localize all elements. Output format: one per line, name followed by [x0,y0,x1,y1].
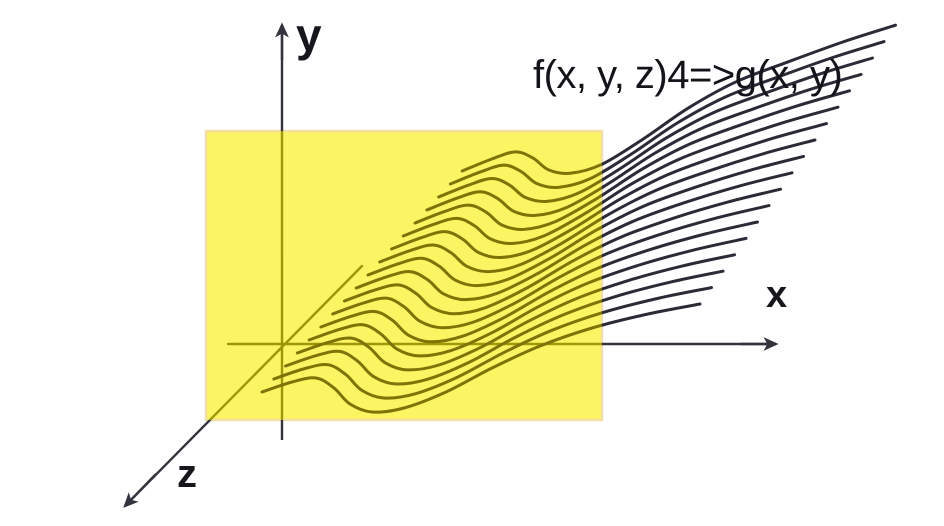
surface-curve [378,216,602,274]
axis-label-z: z [177,452,197,496]
surface-curve [331,254,602,330]
surface-curve [366,225,602,288]
surface-curve [260,323,602,414]
z-axis-through-plane [208,264,364,420]
axis-label-x: x [766,274,788,316]
surface-curve [437,176,602,204]
surface-curve [272,311,602,400]
axis-arrowheads [123,22,779,508]
surface-curve [460,150,602,175]
surface-curve [401,200,602,246]
surface-curve [342,244,602,316]
axis-label-y: y [296,9,322,61]
surface-curve [284,299,602,386]
formula-annotation: f(x, y, z)4=>g(x, y) [533,53,843,97]
xy-plane [204,129,604,422]
surface-curve [413,193,602,232]
z-axis-arrowhead [123,473,157,508]
surface-curve [319,264,602,344]
surface-curve [448,163,602,190]
surface-curves-on-plane [260,150,602,414]
surface-curve [307,276,602,358]
surface-curve [390,208,602,260]
surface-curve [354,234,602,302]
surface-curve [425,185,602,218]
surface-curve [295,287,602,372]
